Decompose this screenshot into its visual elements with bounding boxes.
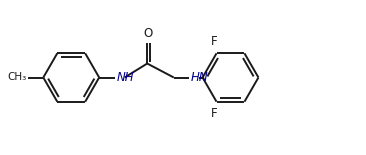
Text: NH: NH <box>116 71 134 84</box>
Text: HN: HN <box>191 71 209 84</box>
Text: O: O <box>143 27 153 40</box>
Text: F: F <box>211 107 218 120</box>
Text: F: F <box>211 35 218 48</box>
Text: CH₃: CH₃ <box>7 73 27 82</box>
